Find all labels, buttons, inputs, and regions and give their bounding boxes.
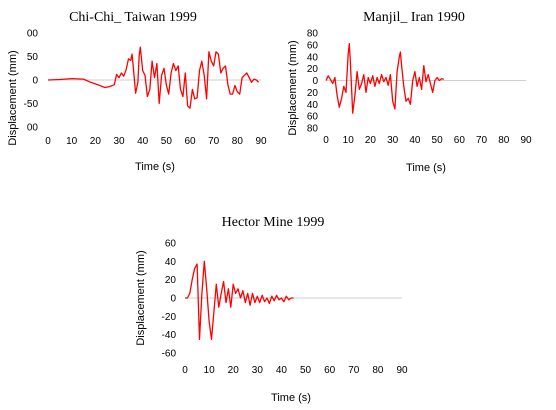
y-tick-label: 50 xyxy=(27,52,39,63)
chart-manjil: Manjil_ Iran 1990 Displacement (mm) Time… xyxy=(287,10,532,174)
x-axis-title: Time (s) xyxy=(135,161,175,173)
y-tick-label: 0 xyxy=(170,294,176,305)
x-tick-label: 0 xyxy=(45,136,51,147)
series-line xyxy=(325,43,444,114)
x-tick-label: 50 xyxy=(432,135,444,146)
x-tick-label: 20 xyxy=(90,136,102,147)
x-axis-title: Time (s) xyxy=(271,392,311,404)
series-line xyxy=(47,46,260,109)
y-tick-label: 80 xyxy=(307,124,319,135)
x-tick-label: 30 xyxy=(252,365,264,376)
x-tick-label: 60 xyxy=(184,136,196,147)
y-tick-label: -60 xyxy=(162,349,177,360)
x-tick-label: 30 xyxy=(387,135,399,146)
x-ticks: 0 10 20 30 40 50 60 70 80 90 xyxy=(45,136,267,147)
y-tick-label: 00 xyxy=(27,29,39,40)
y-tick-label: -40 xyxy=(162,330,177,341)
y-tick-label: 40 xyxy=(165,257,177,268)
y-tick-label: 80 xyxy=(307,29,319,40)
y-axis-title: Displacement (mm) xyxy=(7,50,19,145)
x-tick-label: 70 xyxy=(208,136,220,147)
x-tick-label: 10 xyxy=(66,136,78,147)
x-tick-label: 50 xyxy=(300,365,312,376)
x-tick-label: 90 xyxy=(396,365,408,376)
x-tick-label: 80 xyxy=(372,365,384,376)
x-ticks: 0 10 20 30 40 50 60 70 80 90 xyxy=(182,365,408,376)
y-axis-title: Displacement (mm) xyxy=(135,250,147,345)
x-tick-label: 90 xyxy=(520,135,532,146)
x-tick-label: 0 xyxy=(323,135,329,146)
x-ticks: 0 10 20 30 40 50 60 70 80 90 xyxy=(323,135,532,146)
y-tick-label: 0 xyxy=(312,76,318,87)
x-tick-label: 10 xyxy=(204,365,216,376)
series-line xyxy=(185,260,294,340)
y-tick-label: 40 xyxy=(307,52,319,63)
y-tick-label: 60 xyxy=(307,40,319,51)
x-tick-label: 0 xyxy=(182,365,188,376)
chart-hector: Hector Mine 1999 Displacement (mm) Time … xyxy=(135,215,408,404)
x-tick-label: 60 xyxy=(454,135,466,146)
x-tick-label: 20 xyxy=(365,135,377,146)
x-tick-label: 70 xyxy=(348,365,360,376)
x-tick-label: 30 xyxy=(113,136,125,147)
y-tick-label: 0 xyxy=(32,76,38,87)
chart-title: Chi-Chi_ Taiwan 1999 xyxy=(69,10,197,25)
x-tick-label: 40 xyxy=(276,365,288,376)
x-tick-label: 10 xyxy=(343,135,355,146)
chart-title: Manjil_ Iran 1990 xyxy=(363,10,465,25)
y-tick-label: 40 xyxy=(307,100,319,111)
x-tick-label: 50 xyxy=(161,136,173,147)
x-tick-label: 60 xyxy=(324,365,336,376)
chart-chichi: Chi-Chi_ Taiwan 1999 Displacement (mm) T… xyxy=(7,10,267,173)
x-tick-label: 90 xyxy=(255,136,267,147)
y-ticks: 60 40 20 0 -20 -40 -60 xyxy=(162,239,177,360)
y-tick-label: 20 xyxy=(307,88,319,99)
x-tick-label: 20 xyxy=(228,365,240,376)
y-tick-label: 60 xyxy=(165,239,177,250)
x-tick-label: 80 xyxy=(232,136,244,147)
y-tick-label: 20 xyxy=(165,275,177,286)
x-tick-label: 80 xyxy=(498,135,510,146)
y-tick-label: -50 xyxy=(24,99,39,110)
chart-title: Hector Mine 1999 xyxy=(222,215,325,230)
x-tick-label: 40 xyxy=(409,135,421,146)
y-axis-title: Displacement (mm) xyxy=(287,40,299,135)
y-tick-label: 00 xyxy=(27,123,39,134)
y-tick-label: 20 xyxy=(307,64,319,75)
y-tick-label: -20 xyxy=(162,312,177,323)
x-tick-label: 40 xyxy=(137,136,149,147)
x-axis-title: Time (s) xyxy=(406,162,446,174)
x-tick-label: 70 xyxy=(476,135,488,146)
y-ticks: 00 50 0 -50 00 xyxy=(24,29,39,134)
y-tick-label: 60 xyxy=(307,112,319,123)
